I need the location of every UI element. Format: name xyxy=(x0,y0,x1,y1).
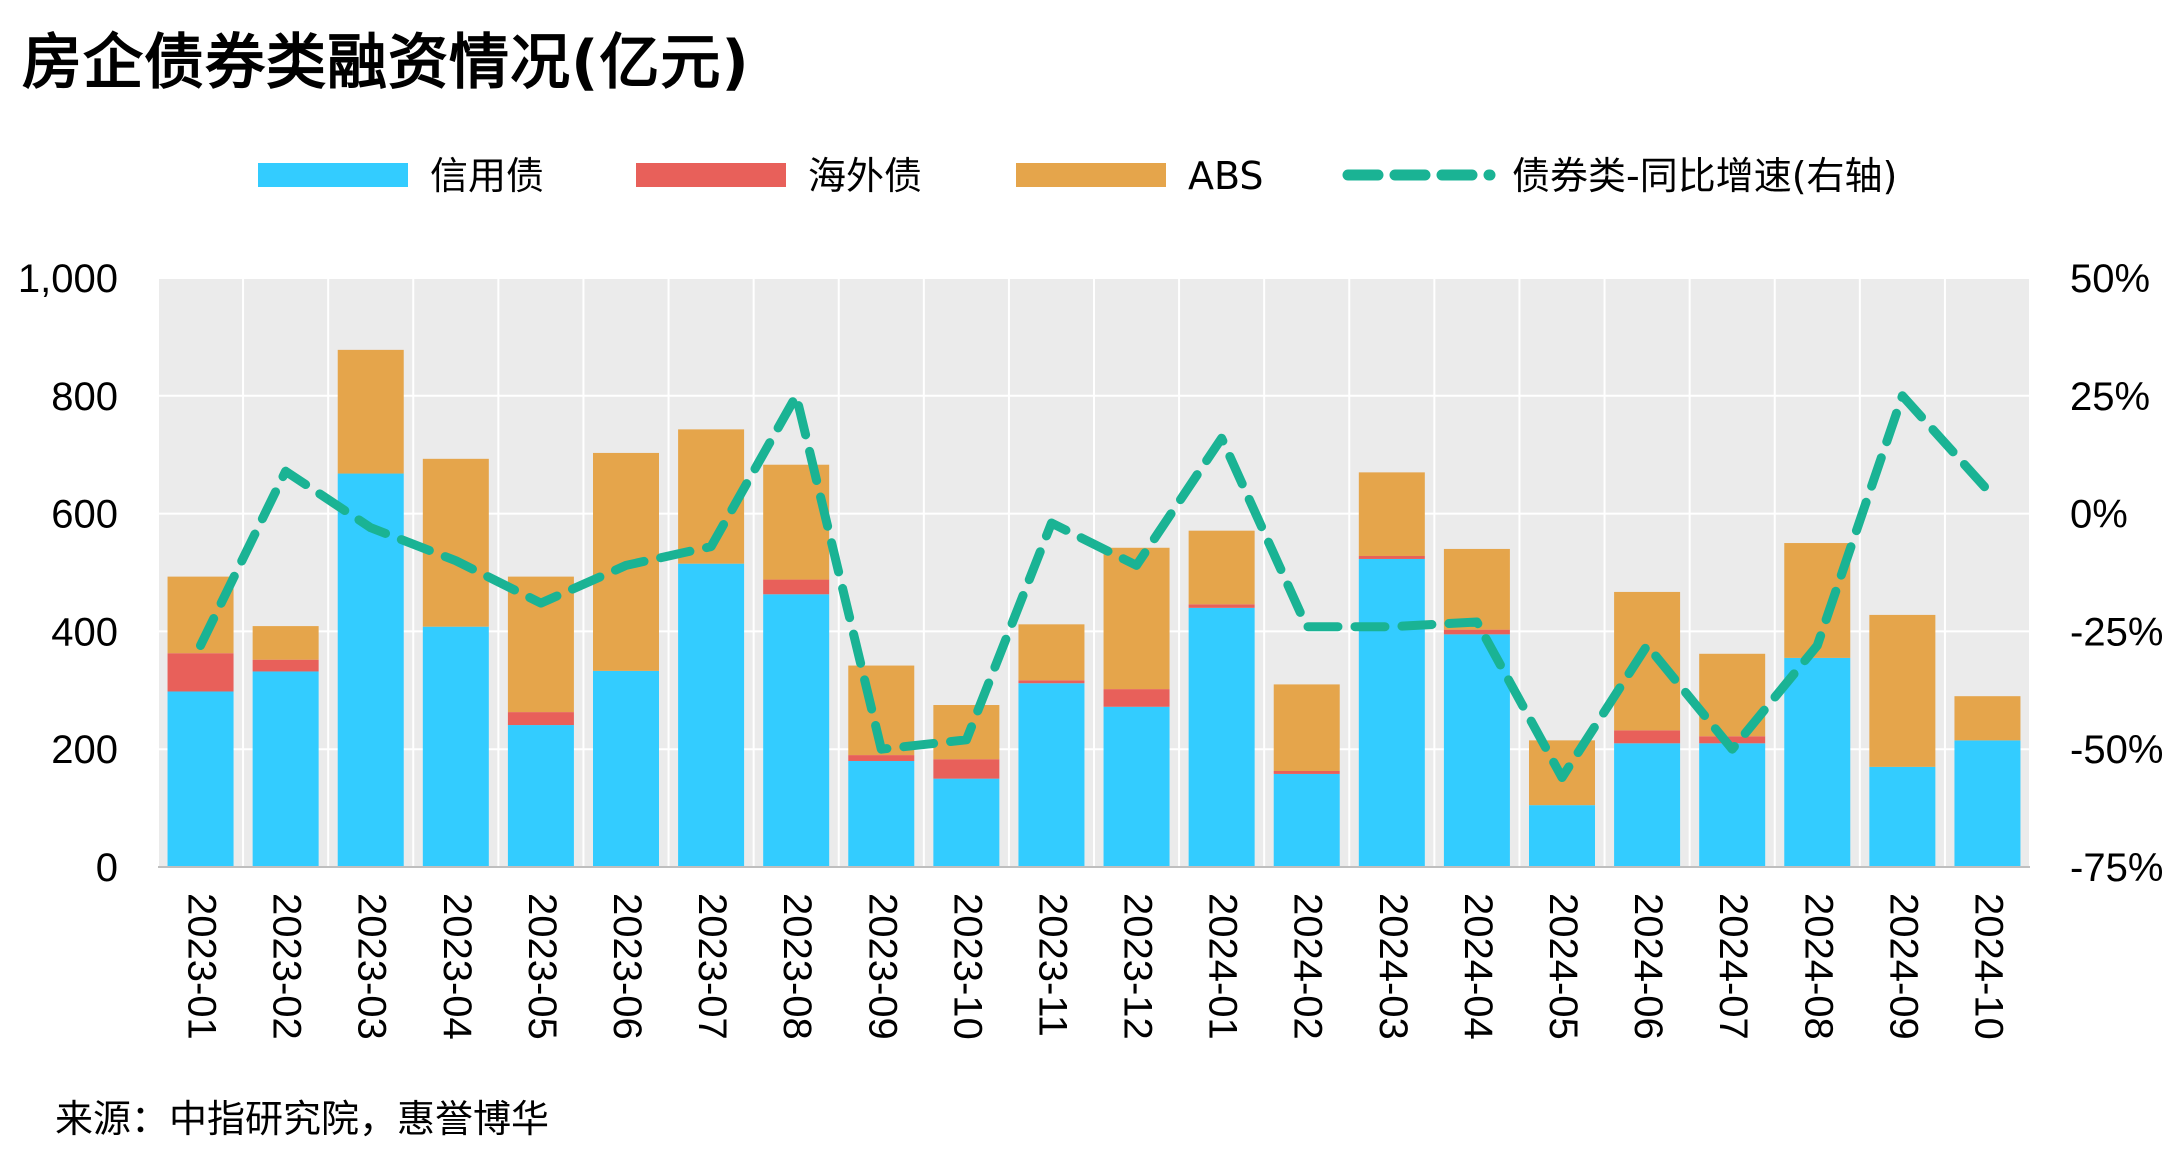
bar-1-2023-11 xyxy=(1018,680,1085,684)
bar-0-2024-06 xyxy=(1614,743,1681,867)
x-tick-label: 2023-04 xyxy=(435,893,479,1040)
bar-2-2023-12 xyxy=(1103,547,1170,690)
bar-1-2024-04 xyxy=(1443,629,1510,635)
bar-2-2024-09 xyxy=(1869,614,1936,767)
left-tick-label: 0 xyxy=(96,846,118,890)
bar-0-2024-03 xyxy=(1358,558,1425,867)
legend-swatch-1 xyxy=(636,163,786,187)
bar-1-2023-02 xyxy=(252,659,319,672)
right-tick-label: 50% xyxy=(2070,257,2150,301)
x-tick-label: 2023-11 xyxy=(1030,893,1074,1037)
bar-0-2024-07 xyxy=(1699,743,1766,867)
bar-1-2023-12 xyxy=(1103,689,1170,707)
right-tick-label: 0% xyxy=(2070,493,2128,537)
bar-0-2023-01 xyxy=(167,691,234,867)
legend-label-3: 债券类-同比增速(右轴) xyxy=(1512,154,1897,198)
yoy-growth-line xyxy=(196,391,1992,782)
chart-title: 房企债券类融资情况(亿元) xyxy=(22,28,750,98)
bar-2-2024-01 xyxy=(1188,530,1255,605)
bar-0-2023-06 xyxy=(593,670,659,867)
left-tick-label: 200 xyxy=(51,728,118,772)
right-tick-label: -50% xyxy=(2070,728,2163,772)
line-layer xyxy=(196,391,1992,782)
x-tick-label: 2024-01 xyxy=(1201,893,1245,1040)
bar-2-2024-03 xyxy=(1358,472,1425,557)
x-tick-label: 2024-04 xyxy=(1456,893,1500,1040)
left-tick-label: 600 xyxy=(51,493,118,537)
bar-2-2024-02 xyxy=(1273,684,1340,771)
right-tick-label: 25% xyxy=(2070,375,2150,419)
x-tick-label: 2023-03 xyxy=(350,893,394,1040)
bar-0-2024-09 xyxy=(1869,766,1936,867)
bar-1-2024-06 xyxy=(1614,730,1681,744)
bar-0-2023-04 xyxy=(422,626,489,867)
bar-2-2024-10 xyxy=(1954,696,2021,741)
x-tick-label: 2023-09 xyxy=(860,893,904,1040)
bar-2-2023-05 xyxy=(507,576,574,713)
x-tick-label: 2024-03 xyxy=(1371,893,1415,1040)
legend-label-1: 海外债 xyxy=(808,154,922,198)
bar-1-2023-05 xyxy=(507,712,574,726)
left-tick-label: 1,000 xyxy=(18,257,118,301)
bar-0-2023-03 xyxy=(337,473,404,867)
bar-0-2024-08 xyxy=(1784,657,1851,867)
bar-1-2024-02 xyxy=(1273,770,1340,774)
legend: 信用债 海外债 ABS 债券类-同比增速(右轴) xyxy=(258,154,1897,198)
x-tick-label: 2023-05 xyxy=(520,893,564,1040)
legend-label-0: 信用债 xyxy=(430,154,544,198)
bar-0-2024-05 xyxy=(1529,805,1595,867)
x-tick-label: 2023-02 xyxy=(265,893,309,1040)
legend-swatch-0 xyxy=(258,163,408,187)
x-tick-label: 2023-08 xyxy=(775,893,819,1040)
bar-0-2024-01 xyxy=(1188,607,1255,867)
bar-0-2023-02 xyxy=(252,671,319,867)
x-tick-label: 2024-07 xyxy=(1711,893,1755,1040)
source-note: 来源：中指研究院，惠誉博华 xyxy=(55,1097,550,1141)
x-tick-label: 2023-06 xyxy=(605,893,649,1040)
x-tick-label: 2023-10 xyxy=(945,893,989,1040)
legend-swatch-2 xyxy=(1016,163,1166,187)
axes: 0 200 400 600 800 1,000 -75% -50% -25% 0% 25% 50% 20… xyxy=(18,257,2164,1040)
x-tick-label: 2024-08 xyxy=(1796,893,1840,1040)
x-tick-label: 2023-07 xyxy=(690,893,734,1040)
x-tick-label: 2024-06 xyxy=(1626,893,1670,1040)
x-tick-label: 2023-12 xyxy=(1116,893,1160,1040)
bar-1-2024-07 xyxy=(1699,736,1766,744)
bar-0-2024-04 xyxy=(1443,634,1510,867)
bar-1-2023-08 xyxy=(763,579,830,595)
bar-1-2024-03 xyxy=(1358,556,1425,559)
bar-1-2024-01 xyxy=(1188,604,1255,608)
bar-1-2023-10 xyxy=(933,759,1000,779)
bar-0-2023-08 xyxy=(763,594,830,867)
x-tick-label: 2024-02 xyxy=(1286,893,1330,1040)
bar-0-2023-12 xyxy=(1103,706,1170,867)
bar-0-2023-11 xyxy=(1018,683,1085,867)
x-tick-label: 2023-01 xyxy=(180,893,224,1040)
bar-2-2023-03 xyxy=(337,349,404,474)
x-tick-label: 2024-05 xyxy=(1541,893,1585,1040)
bar-0-2023-05 xyxy=(507,725,574,867)
bar-2-2024-04 xyxy=(1443,548,1510,630)
bar-1-2023-01 xyxy=(167,653,234,692)
right-tick-label: -75% xyxy=(2070,846,2163,890)
right-tick-label: -25% xyxy=(2070,610,2163,654)
x-tick-label: 2024-09 xyxy=(1881,893,1925,1040)
bar-1-2023-09 xyxy=(848,755,915,761)
bar-0-2023-09 xyxy=(848,760,915,867)
left-tick-label: 800 xyxy=(51,375,118,419)
bar-0-2023-10 xyxy=(933,778,1000,867)
left-tick-label: 400 xyxy=(51,610,118,654)
bar-0-2024-02 xyxy=(1273,773,1340,867)
x-tick-label: 2024-10 xyxy=(1966,893,2010,1040)
bar-0-2023-07 xyxy=(678,563,745,867)
bar-2-2024-06 xyxy=(1614,591,1681,731)
legend-label-2: ABS xyxy=(1188,154,1264,198)
bar-0-2024-10 xyxy=(1954,740,2021,867)
bar-2-2023-11 xyxy=(1018,624,1085,681)
bar-2-2023-04 xyxy=(422,458,489,627)
bar-2-2023-02 xyxy=(252,626,319,660)
